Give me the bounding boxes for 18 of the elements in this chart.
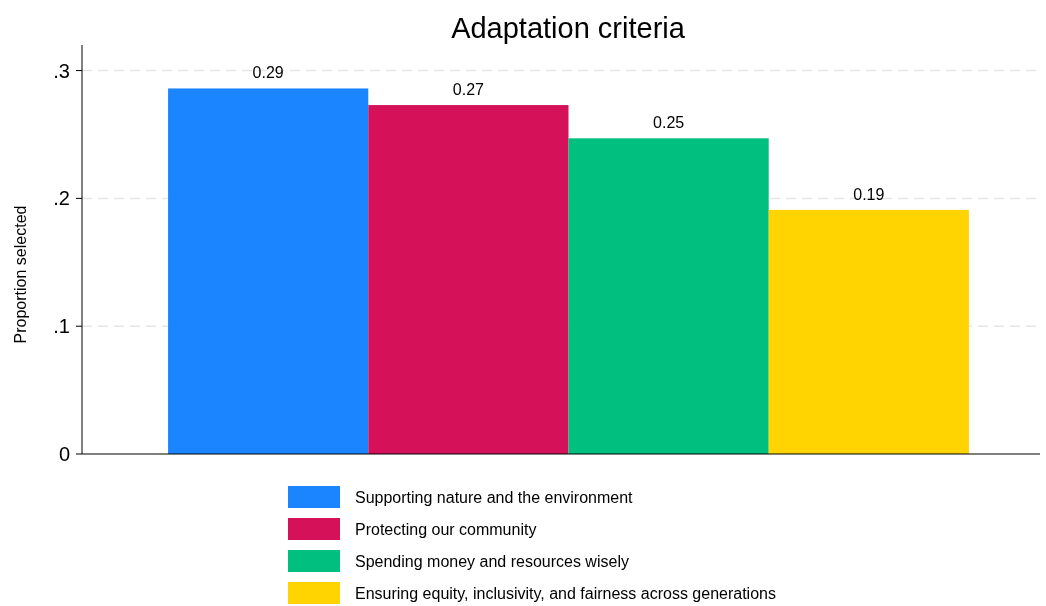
legend-label: Protecting our community bbox=[355, 520, 537, 538]
chart-title: Adaptation criteria bbox=[451, 12, 686, 44]
data-label: 0.19 bbox=[853, 185, 885, 203]
bar bbox=[368, 105, 569, 454]
data-label: 0.29 bbox=[252, 64, 284, 82]
data-label: 0.25 bbox=[653, 114, 685, 132]
data-label: 0.27 bbox=[452, 81, 485, 99]
y-tick-label: 0 bbox=[58, 443, 70, 465]
y-tick-label: .3 bbox=[53, 59, 70, 82]
legend-label: Supporting nature and the environment bbox=[355, 488, 634, 506]
y-tick-label: .2 bbox=[53, 187, 70, 210]
y-tick-label: .1 bbox=[53, 315, 70, 338]
bar bbox=[768, 209, 969, 454]
bar bbox=[168, 88, 369, 454]
legend-label: Ensuring equity, inclusivity, and fairness across generations bbox=[355, 584, 776, 602]
legend-label: Spending money and resources wisely bbox=[355, 552, 629, 570]
y-axis-title: Proportion selected bbox=[12, 205, 29, 344]
bar bbox=[568, 138, 769, 454]
